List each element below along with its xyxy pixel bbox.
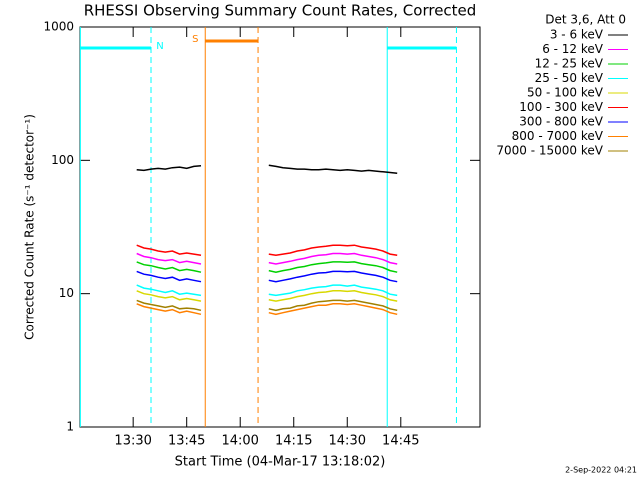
interval-label: N [156, 41, 163, 52]
series-line [136, 299, 398, 312]
series-line [136, 284, 398, 297]
series-line [136, 261, 398, 273]
y-tick-label: 10 [59, 286, 74, 300]
legend-label: 12 - 25 keV [535, 57, 604, 71]
legend-label: 25 - 50 keV [535, 71, 604, 85]
series-line [136, 244, 398, 257]
y-axis-label: Corrected Count Rate (s⁻¹ detector⁻¹) [23, 114, 37, 340]
series-line [136, 290, 398, 302]
x-tick-label: 13:30 [114, 434, 151, 449]
series-line [136, 164, 398, 175]
y-tick-label: 1000 [43, 20, 74, 34]
x-tick-label: 14:45 [382, 434, 419, 449]
y-tick-label: 100 [51, 153, 74, 167]
series-line [136, 252, 398, 265]
x-tick-label: 14:15 [275, 434, 312, 449]
legend-label: 6 - 12 keV [542, 42, 604, 56]
x-axis-label: Start Time (04-Mar-17 13:18:02) [175, 455, 386, 470]
interval-label: S [192, 34, 198, 45]
series-line [136, 303, 398, 316]
footer: 2-Sep-2022 04:21 [565, 466, 637, 475]
legend-label: 800 - 7000 keV [512, 129, 604, 143]
legend-label: 7000 - 15000 keV [496, 144, 603, 158]
legend-title: Det 3,6, Att 0 [545, 13, 626, 27]
legend-label: 3 - 6 keV [550, 28, 604, 42]
x-tick-label: 14:30 [329, 434, 366, 449]
chart-title: RHESSI Observing Summary Count Rates, Co… [84, 2, 477, 20]
x-tick-label: 13:45 [168, 434, 205, 449]
x-tick-label: 14:00 [221, 434, 258, 449]
legend-label: 100 - 300 keV [519, 100, 603, 114]
legend-label: 50 - 100 keV [527, 86, 604, 100]
legend-label: 300 - 800 keV [519, 115, 603, 129]
y-tick-label: 1 [66, 420, 74, 434]
series-line [136, 270, 398, 283]
